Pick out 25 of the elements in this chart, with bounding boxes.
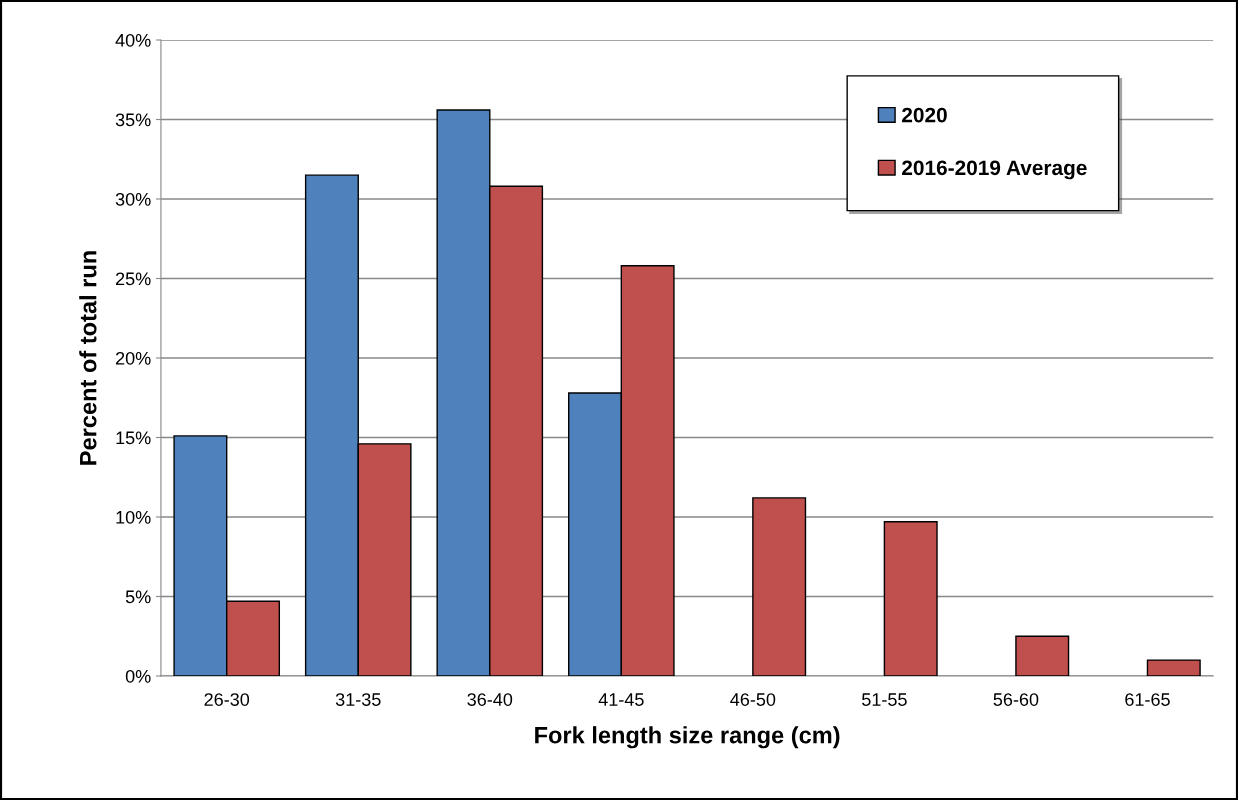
x-tick-label: 46-50 [730,693,776,706]
legend-label: 2016-2019 Average [902,160,1087,180]
y-tick-label: 35% [115,113,151,127]
y-tick-label: 25% [115,272,151,286]
y-tick-label: 15% [116,431,151,445]
x-tick-label: 51-55 [862,693,907,706]
bar [1015,635,1070,676]
y-tick-label: 40% [115,33,151,47]
y-tick-label: 5% [125,590,151,604]
x-tick-label: 41-45 [598,693,644,706]
y-tick-label: 30% [115,192,151,206]
y-tick-label: 0% [125,669,151,683]
bar [883,521,938,676]
x-tick-label: 26-30 [204,693,250,706]
x-tick-label: 31-35 [335,693,381,706]
y-tick-label: 20% [115,351,151,365]
x-tick-label: 61-65 [1125,693,1170,706]
y-axis-title: Percent of total run [79,251,97,465]
bar [1146,659,1201,676]
x-axis-title: Fork length size range (cm) [535,726,840,749]
bar [752,497,807,676]
y-tick-label: 10% [116,510,151,524]
x-tick-label: 36-40 [467,693,513,706]
legend-label: 2020 [902,107,947,123]
x-tick-label: 56-60 [993,693,1039,706]
